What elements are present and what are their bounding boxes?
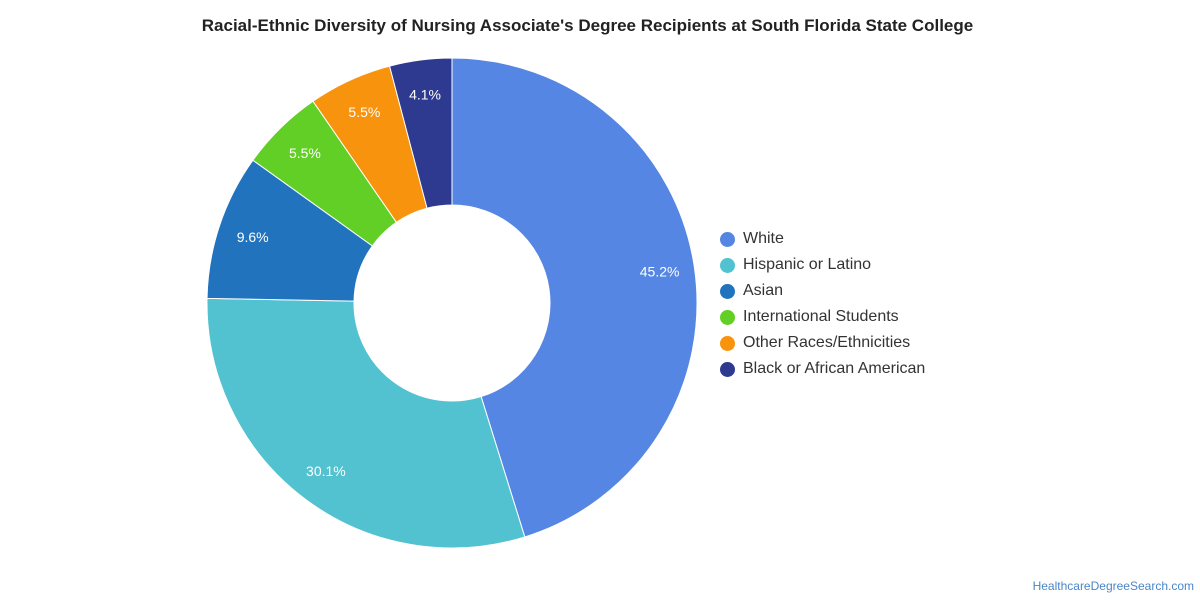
legend-swatch: [720, 257, 735, 273]
legend-label: Hispanic or Latino: [743, 256, 872, 273]
slice-label-black-or-african-american: 4.1%: [409, 87, 441, 103]
legend-item-white[interactable]: White: [720, 226, 925, 252]
legend-item-international-students[interactable]: International Students: [720, 304, 925, 330]
legend-item-asian[interactable]: Asian: [720, 278, 925, 304]
legend-item-black-or-african-american[interactable]: Black or African American: [720, 356, 925, 382]
legend-label: White: [743, 230, 784, 247]
slice-hispanic-or-latino[interactable]: [206, 297, 526, 549]
slice-label-international-students: 5.5%: [289, 145, 321, 161]
legend-item-other-races-ethnicities[interactable]: Other Races/Ethnicities: [720, 330, 925, 356]
legend-swatch: [720, 335, 735, 351]
legend-swatch: [720, 231, 735, 247]
slice-white[interactable]: [451, 57, 698, 538]
chart-title: Racial-Ethnic Diversity of Nursing Assoc…: [201, 16, 974, 35]
slice-label-hispanic-or-latino: 30.1%: [306, 463, 346, 479]
legend-label: Asian: [743, 282, 784, 299]
legend-swatch: [720, 361, 735, 377]
legend-swatch: [720, 283, 735, 299]
legend-item-hispanic-or-latino[interactable]: Hispanic or Latino: [720, 252, 925, 278]
slice-label-white: 45.2%: [640, 263, 680, 279]
legend-label: Other Races/Ethnicities: [743, 334, 911, 351]
legend-label: Black or African American: [743, 360, 926, 377]
slice-label-other-races-ethnicities: 5.5%: [348, 104, 380, 120]
slice-label-asian: 9.6%: [237, 229, 269, 245]
chart-legend: White Hispanic or Latino Asian Internationa…: [720, 226, 925, 382]
legend-swatch: [720, 309, 735, 325]
slice-black-or-african-american[interactable]: [388, 57, 453, 209]
legend-label: International Students: [743, 308, 899, 325]
source-link[interactable]: HealthcareDegreeSearch.com: [1032, 579, 1194, 593]
